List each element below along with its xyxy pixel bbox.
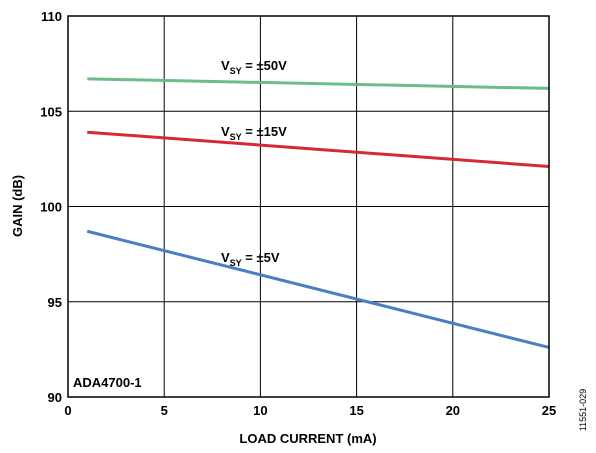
x-tick-label: 0 — [64, 403, 71, 418]
y-tick-label: 110 — [41, 9, 62, 24]
y-tick-label: 105 — [40, 104, 62, 119]
x-axis-title: LOAD CURRENT (mA) — [239, 431, 376, 446]
series-label-5v: VSY = ±5V — [221, 250, 280, 268]
y-tick-label: 100 — [40, 200, 62, 215]
y-tick-label: 95 — [48, 295, 62, 310]
series-label-50v: VSY = ±50V — [221, 58, 287, 76]
x-tick-label: 25 — [542, 403, 556, 418]
series-lines — [86, 77, 550, 349]
y-tick-labels: 90 95 100 105 110 — [40, 9, 62, 405]
x-tick-label: 5 — [161, 403, 168, 418]
x-tick-label: 15 — [349, 403, 363, 418]
y-tick-label: 90 — [48, 390, 62, 405]
series-line-0 — [87, 77, 550, 90]
series-label-15v: VSY = ±15V — [221, 124, 287, 142]
x-tick-label: 10 — [253, 403, 267, 418]
x-tick-label: 20 — [446, 403, 460, 418]
plot-frame — [67, 15, 550, 398]
series-line-2 — [86, 229, 550, 349]
figure-id: 11551-029 — [578, 389, 588, 431]
series-line-1 — [87, 130, 550, 168]
y-axis-title: GAIN (dB) — [10, 175, 25, 237]
part-number-annotation: ADA4700-1 — [73, 375, 142, 390]
x-tick-labels: 0 5 10 15 20 25 — [64, 403, 556, 418]
grid — [68, 16, 549, 397]
